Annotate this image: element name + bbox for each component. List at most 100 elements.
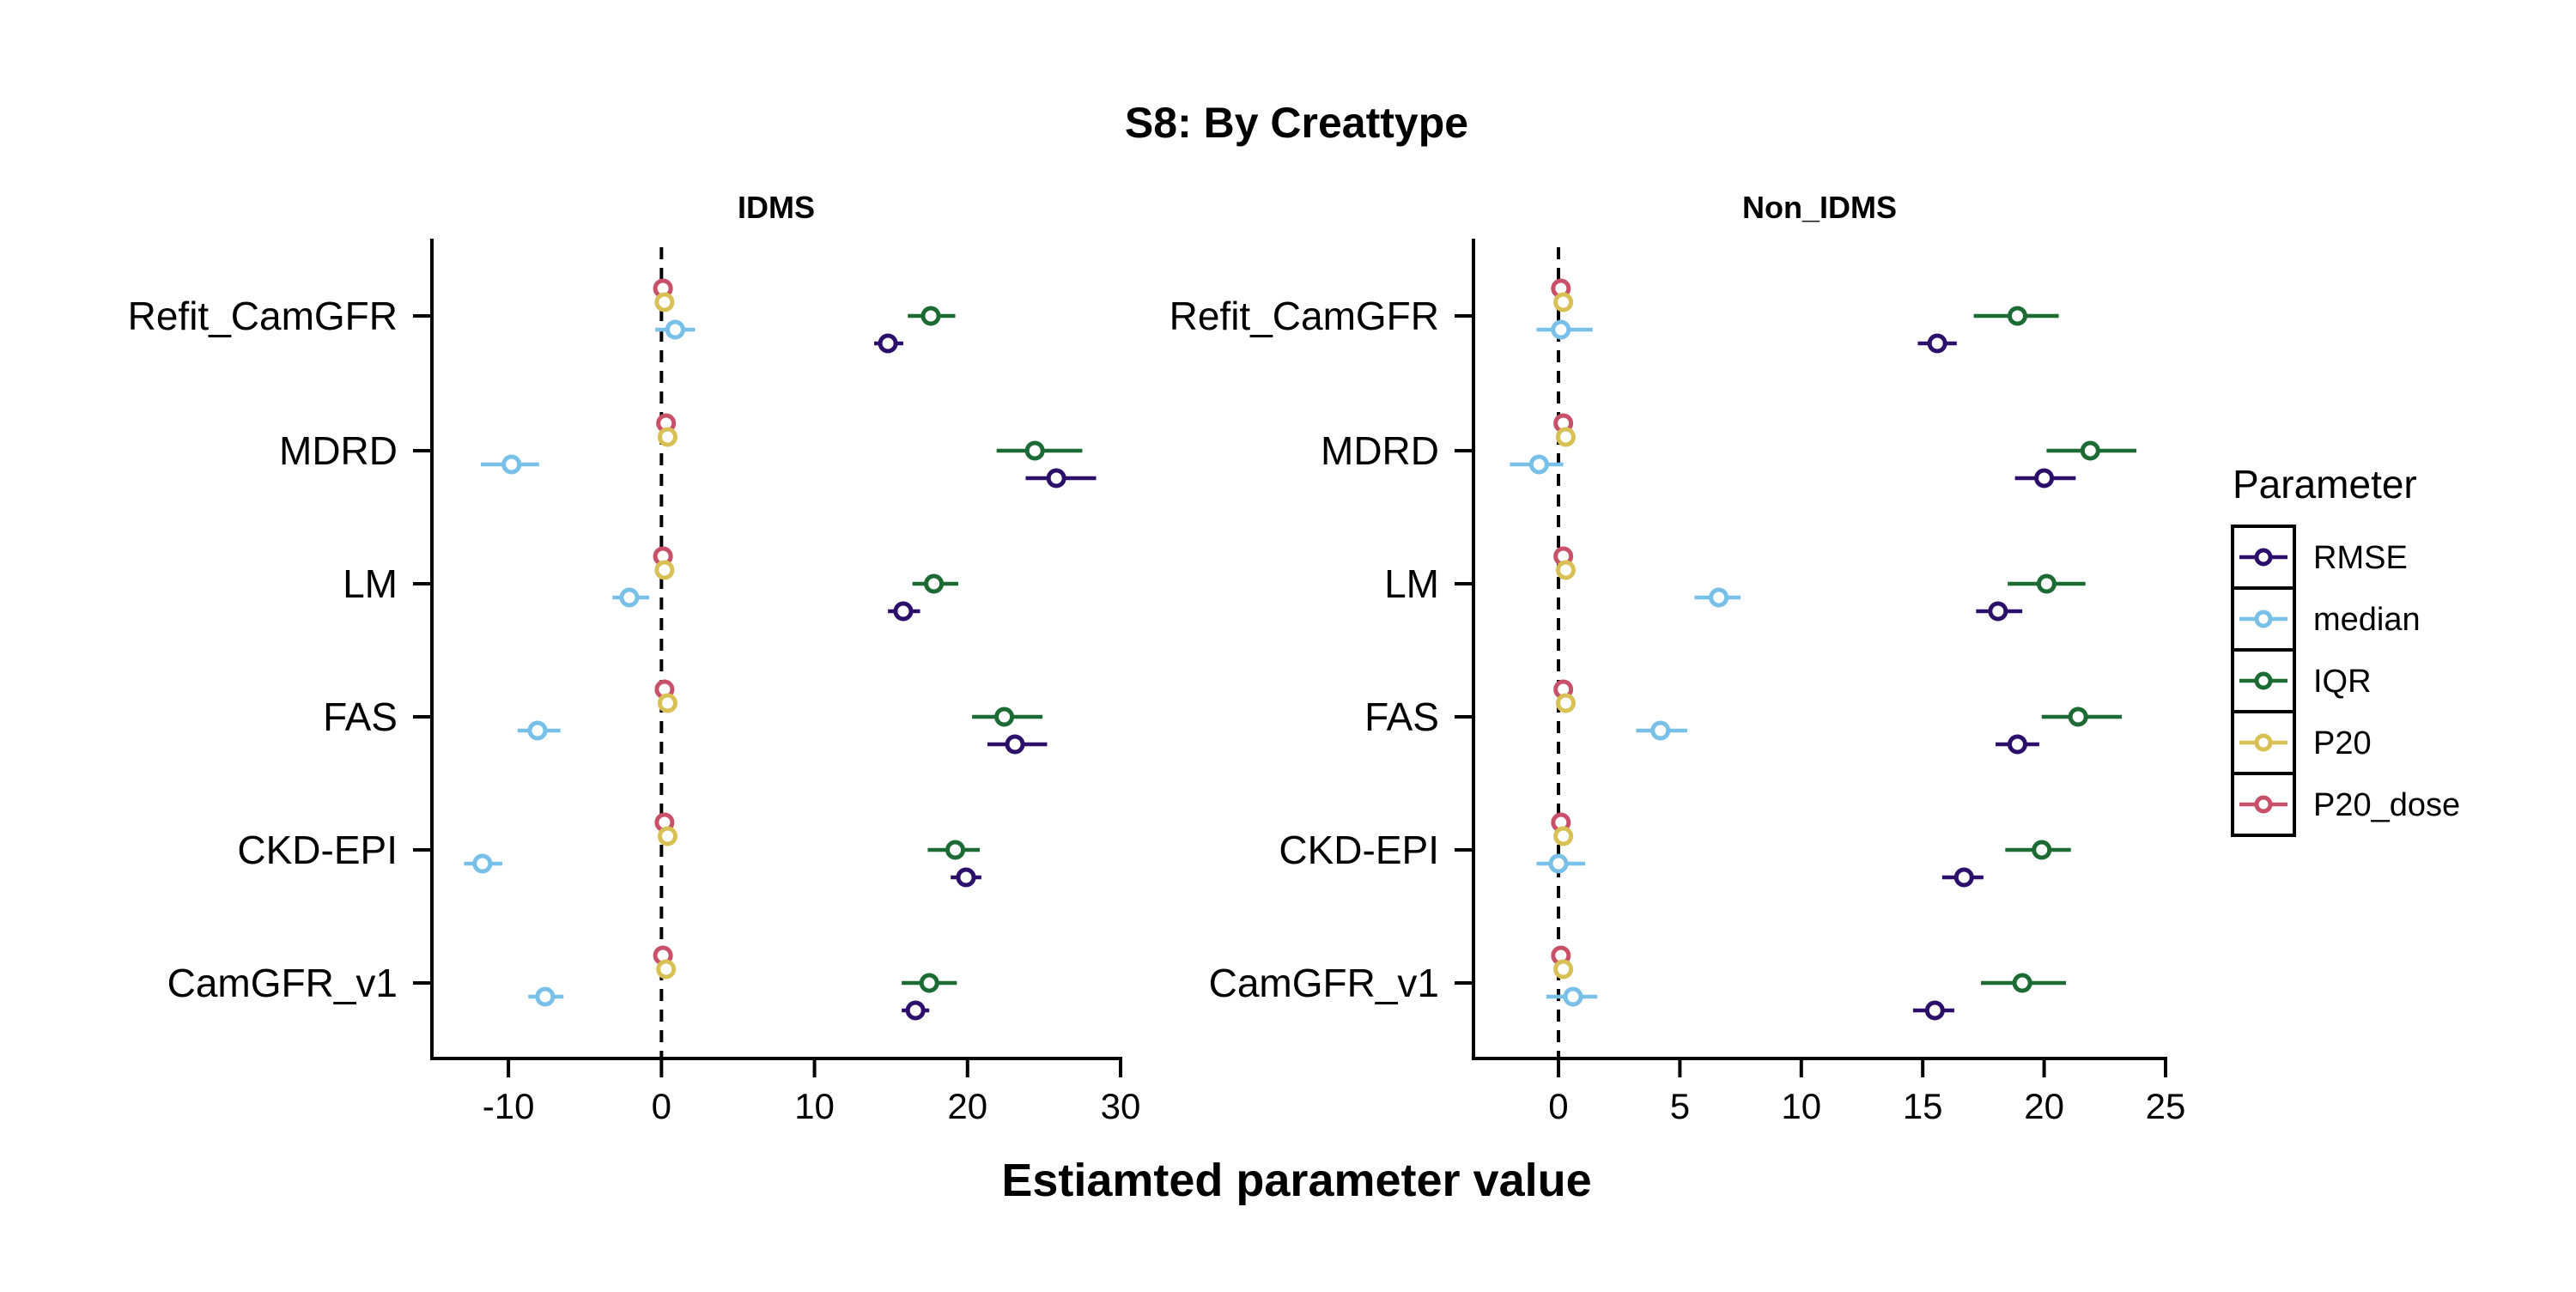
y-tick-label: Refit_CamGFR bbox=[128, 294, 398, 338]
x-tick-label: 5 bbox=[1670, 1086, 1690, 1126]
data-point bbox=[619, 587, 640, 608]
data-point bbox=[1551, 319, 1571, 340]
panel-title: Non_IDMS bbox=[1742, 190, 1897, 225]
series-p20-dose bbox=[653, 278, 677, 966]
data-point bbox=[920, 306, 941, 326]
series-rmse bbox=[874, 333, 1097, 1021]
data-point bbox=[1709, 587, 1729, 608]
x-tick-label: 20 bbox=[947, 1086, 987, 1126]
data-point bbox=[1555, 560, 1576, 580]
legend-key-marker bbox=[2254, 610, 2273, 628]
legend-title: Parameter bbox=[2233, 462, 2417, 506]
y-tick-label: CKD-EPI bbox=[1279, 828, 1439, 872]
data-point bbox=[945, 840, 966, 860]
series-median bbox=[1510, 319, 1741, 1007]
series-p20 bbox=[654, 292, 677, 980]
data-point bbox=[956, 867, 976, 888]
legend-label: P20 bbox=[2313, 725, 2372, 761]
x-tick-label: 0 bbox=[1548, 1086, 1568, 1126]
data-point bbox=[905, 1000, 926, 1021]
data-point bbox=[2007, 306, 2027, 326]
legend-label: RMSE bbox=[2313, 540, 2408, 576]
data-point bbox=[654, 292, 675, 312]
legend-item-rmse: RMSE bbox=[2231, 525, 2408, 590]
y-tick-label: LM bbox=[343, 561, 398, 606]
data-point bbox=[1553, 826, 1574, 846]
x-tick-label: 10 bbox=[794, 1086, 835, 1126]
panels: IDMS Refit_CamGFR MDRD LM FAS CKD-EPI CamGFR_v… bbox=[128, 190, 2186, 1126]
data-point bbox=[924, 573, 945, 594]
data-point bbox=[2012, 973, 2032, 993]
legend-item-p20-dose: P20_dose bbox=[2231, 772, 2460, 837]
legend-key-marker bbox=[2254, 548, 2273, 567]
data-point bbox=[1548, 853, 1569, 874]
data-point bbox=[1528, 454, 1549, 475]
data-point bbox=[2080, 440, 2100, 461]
data-point bbox=[1555, 693, 1576, 713]
panel-idms: IDMS Refit_CamGFR MDRD LM FAS CKD-EPI CamGFR_v… bbox=[128, 190, 1141, 1126]
data-point bbox=[657, 693, 677, 713]
legend: Parameter RMSE median IQR P20 P20_dose bbox=[2231, 462, 2460, 837]
y-tick-label: MDRD bbox=[279, 428, 398, 473]
data-point bbox=[665, 319, 685, 340]
data-point bbox=[535, 986, 556, 1007]
data-point bbox=[1005, 734, 1025, 755]
x-tick-label: 20 bbox=[2024, 1086, 2064, 1126]
legend-item-p20: P20 bbox=[2231, 710, 2372, 775]
chart-title: S8: By Creattype bbox=[1125, 99, 1468, 147]
data-point bbox=[654, 560, 675, 580]
data-point bbox=[1553, 292, 1574, 312]
y-tick-label: LM bbox=[1384, 561, 1439, 606]
legend-key-marker bbox=[2254, 671, 2273, 690]
data-point bbox=[893, 601, 914, 622]
data-point bbox=[501, 454, 522, 475]
data-point bbox=[657, 826, 677, 846]
x-tick-label: 0 bbox=[652, 1086, 671, 1126]
data-point bbox=[994, 707, 1015, 727]
legend-label: P20_dose bbox=[2313, 787, 2460, 823]
data-point bbox=[657, 427, 677, 447]
series-iqr bbox=[1973, 306, 2137, 993]
data-point bbox=[1555, 427, 1576, 447]
series-p20 bbox=[1553, 292, 1576, 980]
y-tick-label: FAS bbox=[323, 695, 398, 739]
data-point bbox=[1927, 333, 1947, 354]
x-axis-label: Estiamted parameter value bbox=[1001, 1155, 1591, 1206]
series-iqr bbox=[902, 306, 1083, 993]
panel-non-idms: Non_IDMS Refit_CamGFR MDRD LM FAS CKD-EPI CamG… bbox=[1170, 190, 2186, 1126]
legend-item-median: median bbox=[2231, 586, 2421, 652]
data-point bbox=[527, 720, 548, 741]
data-point bbox=[1563, 986, 1583, 1007]
data-point bbox=[656, 959, 677, 980]
data-point bbox=[2034, 468, 2055, 488]
data-point bbox=[1046, 468, 1066, 488]
legend-label: median bbox=[2313, 602, 2421, 638]
legend-key-marker bbox=[2254, 795, 2273, 814]
data-point bbox=[2068, 707, 2088, 727]
x-tick-label: 25 bbox=[2146, 1086, 2186, 1126]
y-tick-label: CKD-EPI bbox=[237, 828, 398, 872]
x-tick-label: -10 bbox=[483, 1086, 535, 1126]
data-point bbox=[472, 853, 493, 874]
data-point bbox=[919, 973, 939, 993]
data-point bbox=[1650, 720, 1671, 741]
panel-title: IDMS bbox=[738, 190, 815, 225]
y-tick-label: CamGFR_v1 bbox=[1209, 961, 1439, 1005]
x-tick-label: 30 bbox=[1101, 1086, 1141, 1126]
series-median bbox=[464, 319, 696, 1007]
y-tick-label: Refit_CamGFR bbox=[1170, 294, 1439, 338]
legend-key-marker bbox=[2254, 733, 2273, 752]
y-tick-label: MDRD bbox=[1321, 428, 1439, 473]
data-point bbox=[2032, 840, 2052, 860]
y-tick-label: FAS bbox=[1364, 695, 1439, 739]
data-point bbox=[1953, 867, 1974, 888]
data-point bbox=[1924, 1000, 1945, 1021]
series-rmse bbox=[1912, 333, 2076, 1021]
x-tick-label: 15 bbox=[1903, 1086, 1943, 1126]
x-tick-label: 10 bbox=[1781, 1086, 1821, 1126]
legend-label: IQR bbox=[2313, 664, 2372, 700]
y-tick-label: CamGFR_v1 bbox=[167, 961, 398, 1005]
data-point bbox=[2036, 573, 2057, 594]
data-point bbox=[1024, 440, 1045, 461]
